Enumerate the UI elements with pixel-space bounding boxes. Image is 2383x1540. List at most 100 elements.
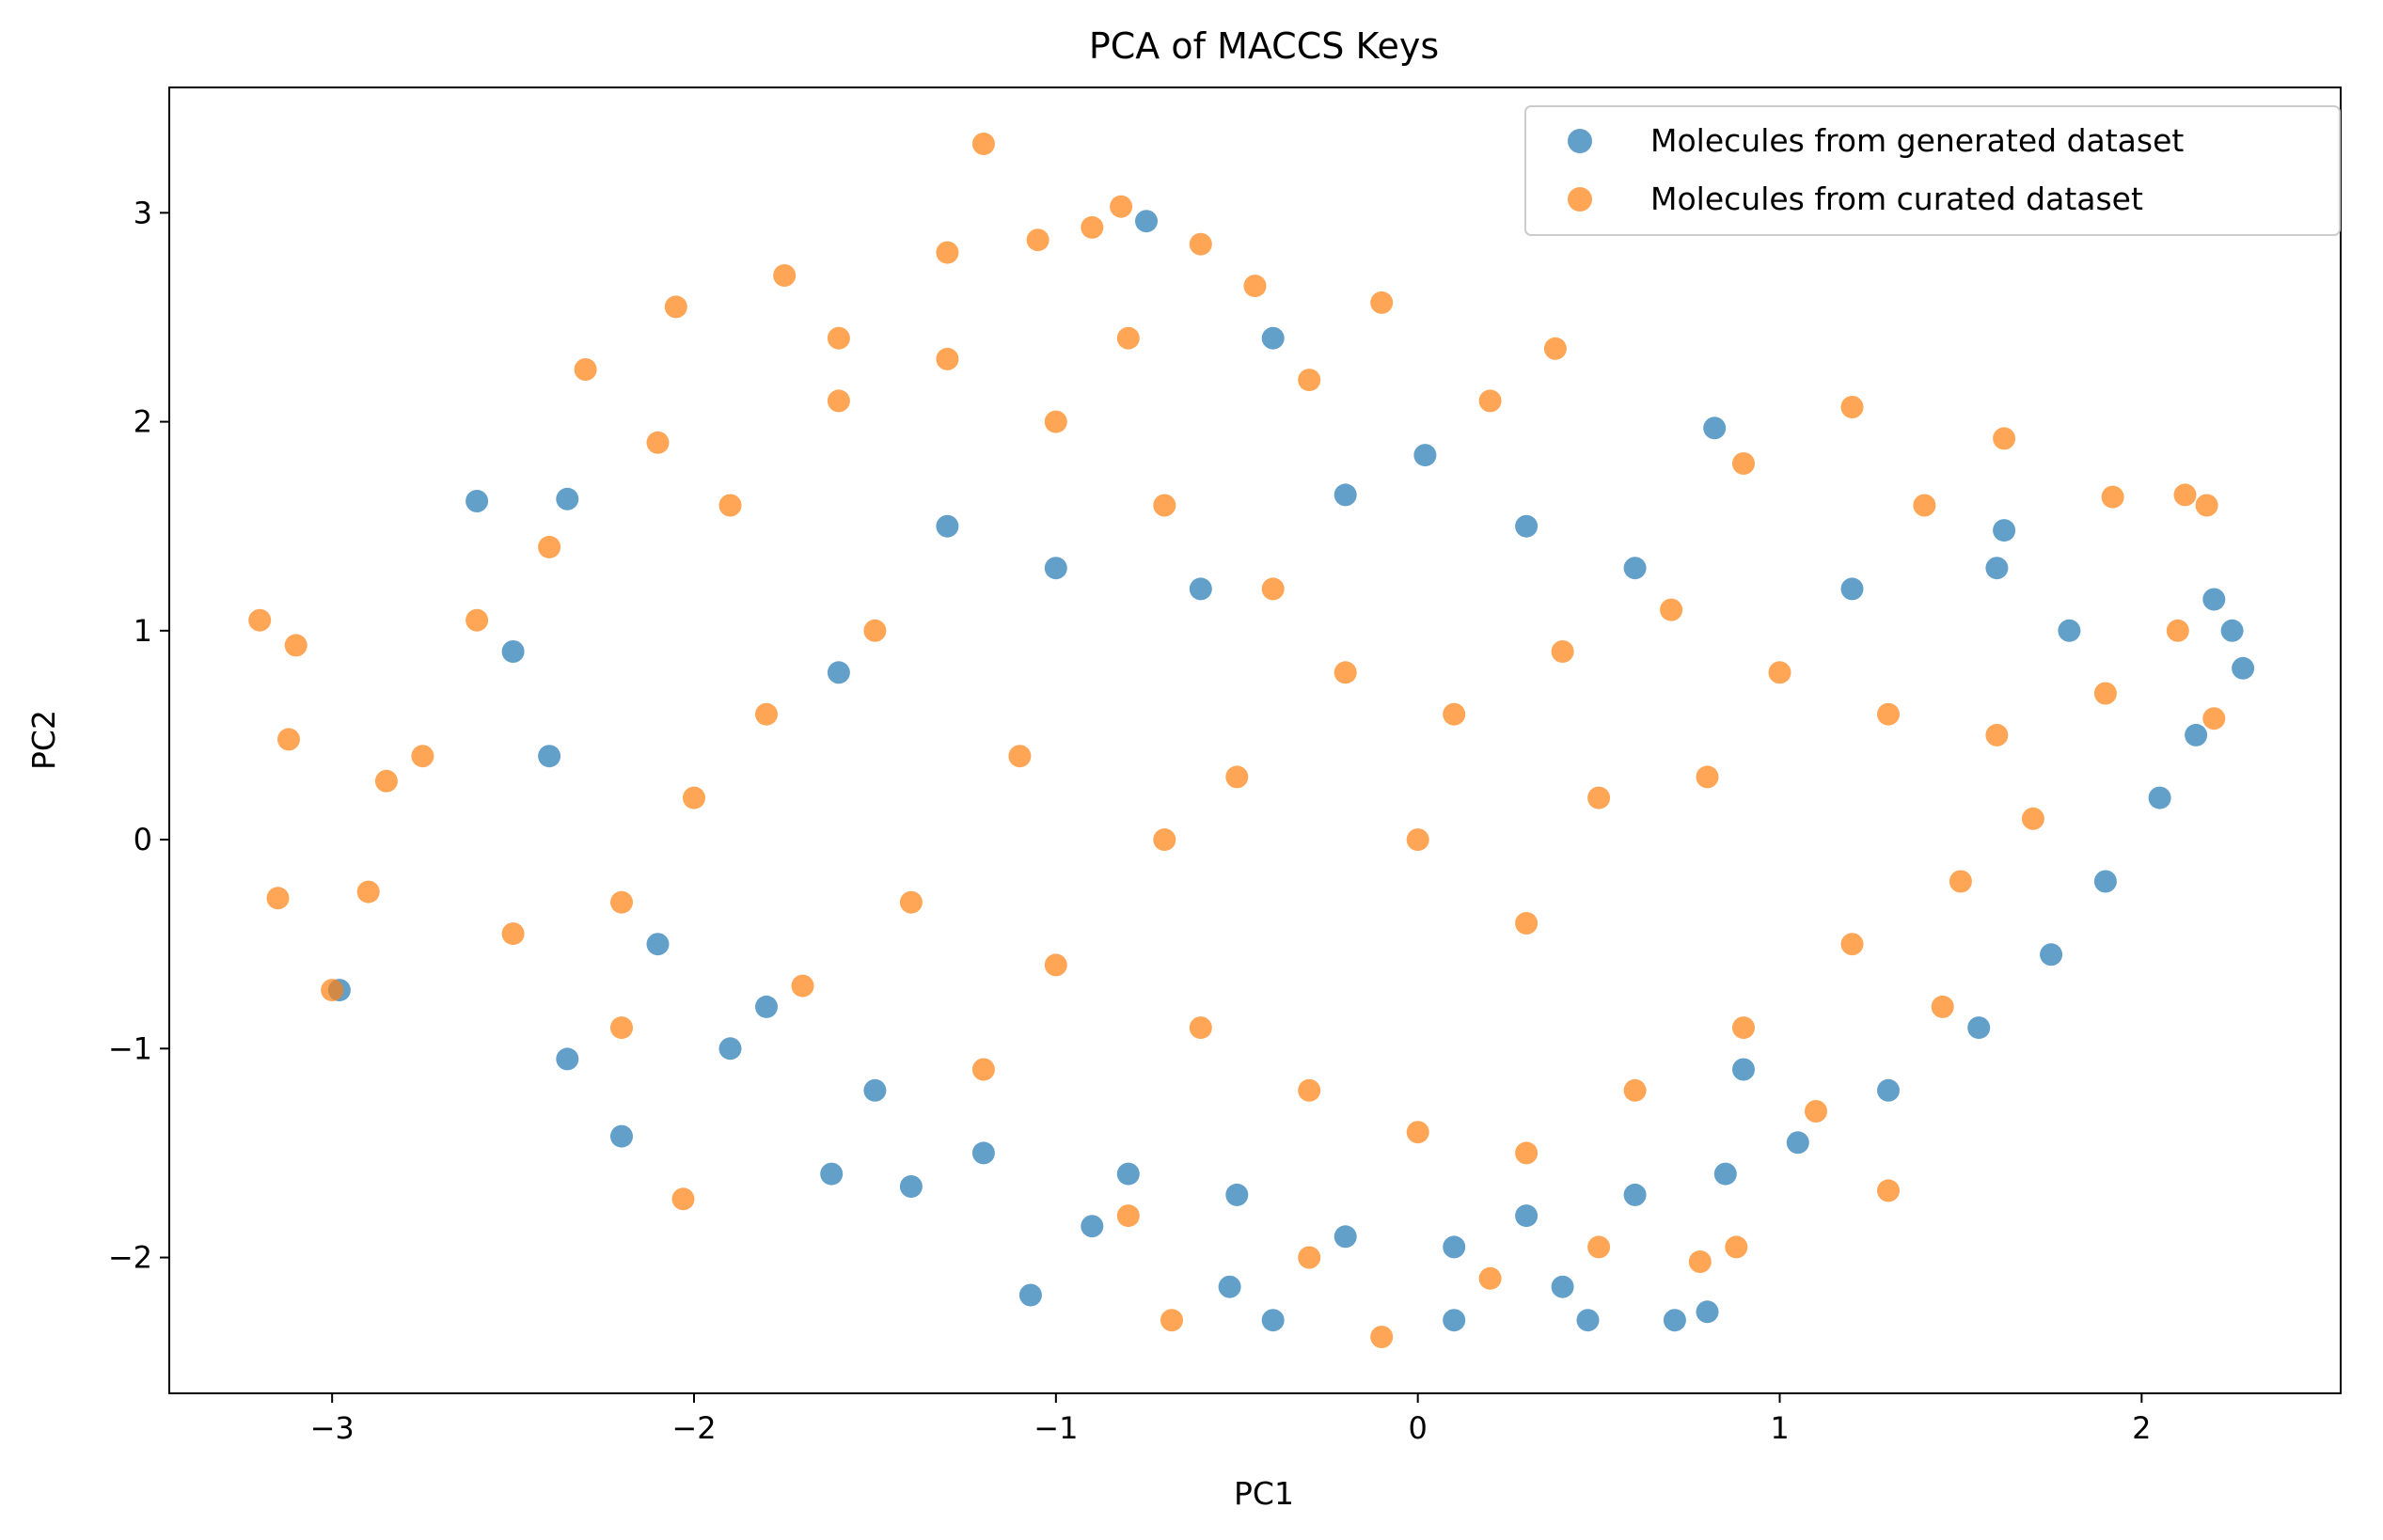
data-point xyxy=(827,326,850,350)
data-point xyxy=(1551,640,1574,663)
data-point xyxy=(1985,557,2009,580)
data-point xyxy=(2166,619,2189,642)
data-point xyxy=(671,1187,695,1211)
data-point xyxy=(646,933,670,956)
data-point xyxy=(2021,807,2044,830)
data-point xyxy=(899,1175,923,1198)
data-point xyxy=(2058,619,2081,642)
data-point xyxy=(1913,494,1936,517)
data-point xyxy=(755,702,778,726)
data-point xyxy=(1587,786,1611,809)
data-point xyxy=(820,1162,844,1186)
data-point xyxy=(1688,1250,1712,1273)
data-point xyxy=(936,347,959,370)
data-point xyxy=(1805,1100,1827,1123)
data-point xyxy=(1840,933,1864,956)
data-point xyxy=(1261,1309,1285,1332)
y-tick-label: 2 xyxy=(134,404,152,440)
data-point xyxy=(610,890,633,914)
data-point xyxy=(1334,661,1357,684)
data-point xyxy=(1967,1016,1991,1040)
data-point xyxy=(1931,995,1954,1018)
data-point xyxy=(2093,682,2117,705)
data-point xyxy=(1576,1309,1600,1332)
y-tick-label: 1 xyxy=(134,613,152,649)
data-point xyxy=(1189,232,1212,256)
data-point xyxy=(501,922,525,946)
x-tick-label: −2 xyxy=(671,1410,716,1446)
data-point xyxy=(2232,656,2255,680)
data-point xyxy=(1370,291,1394,314)
data-point xyxy=(1543,337,1567,360)
data-point xyxy=(1298,369,1321,392)
data-point xyxy=(646,431,670,454)
points-layer xyxy=(248,133,2255,1348)
data-point xyxy=(1243,275,1267,298)
data-point xyxy=(1334,1225,1357,1249)
data-point xyxy=(1261,326,1285,350)
data-point xyxy=(1135,210,1158,233)
data-point xyxy=(2185,723,2208,746)
data-point xyxy=(1623,1183,1647,1206)
data-point xyxy=(2101,485,2124,509)
data-point xyxy=(936,241,959,264)
data-point xyxy=(1044,953,1067,977)
data-point xyxy=(1713,1162,1737,1186)
x-tick-label: −1 xyxy=(1034,1410,1078,1446)
data-point xyxy=(683,786,705,809)
data-point xyxy=(1696,765,1719,789)
data-point xyxy=(1703,416,1727,440)
data-point xyxy=(610,1016,633,1040)
chart-title: PCA of MACCS Keys xyxy=(1089,25,1439,67)
data-point xyxy=(1413,444,1437,467)
data-point xyxy=(755,995,778,1018)
data-point xyxy=(1993,427,2016,450)
data-point xyxy=(1840,396,1864,418)
data-point xyxy=(2040,943,2063,966)
data-point xyxy=(718,494,742,517)
y-axis-label: PC2 xyxy=(25,710,62,770)
legend-label-curated: Molecules from curated dataset xyxy=(1650,181,2143,217)
data-point xyxy=(1949,870,1972,893)
data-point xyxy=(1660,598,1683,621)
data-point xyxy=(1877,702,1900,726)
data-point xyxy=(1840,577,1864,601)
data-point xyxy=(1478,1266,1502,1290)
data-point xyxy=(466,490,489,512)
data-point xyxy=(1261,577,1285,601)
data-point xyxy=(1732,452,1755,475)
data-point xyxy=(1877,1179,1900,1202)
data-point xyxy=(1663,1309,1686,1332)
data-point xyxy=(1116,1204,1140,1228)
data-point xyxy=(936,514,959,538)
data-point xyxy=(1044,410,1067,433)
y-tick-label: 3 xyxy=(134,195,152,230)
data-point xyxy=(538,745,561,768)
data-point xyxy=(1160,1309,1183,1332)
data-point xyxy=(1768,661,1791,684)
data-point xyxy=(538,535,561,558)
data-point xyxy=(971,1058,995,1081)
x-axis: −3 −2 −1 0 1 2 xyxy=(310,1393,2152,1446)
data-point xyxy=(1153,828,1176,852)
legend: Molecules from generated dataset Molecul… xyxy=(1524,105,2341,236)
data-point xyxy=(1110,195,1133,218)
data-point xyxy=(1008,745,1032,768)
data-point xyxy=(1370,1326,1394,1348)
data-point xyxy=(1587,1235,1611,1259)
data-point xyxy=(791,974,814,998)
plot-frame xyxy=(168,86,2342,1394)
data-point xyxy=(1515,1204,1539,1228)
data-point xyxy=(1026,228,1049,252)
data-point xyxy=(1443,1309,1466,1332)
data-point xyxy=(2148,786,2171,809)
data-point xyxy=(1406,1121,1429,1144)
data-point xyxy=(863,619,887,642)
data-point xyxy=(1189,577,1212,601)
data-point xyxy=(466,608,489,632)
data-point xyxy=(1298,1078,1321,1102)
data-point xyxy=(718,1037,742,1061)
data-point xyxy=(1225,1183,1249,1206)
